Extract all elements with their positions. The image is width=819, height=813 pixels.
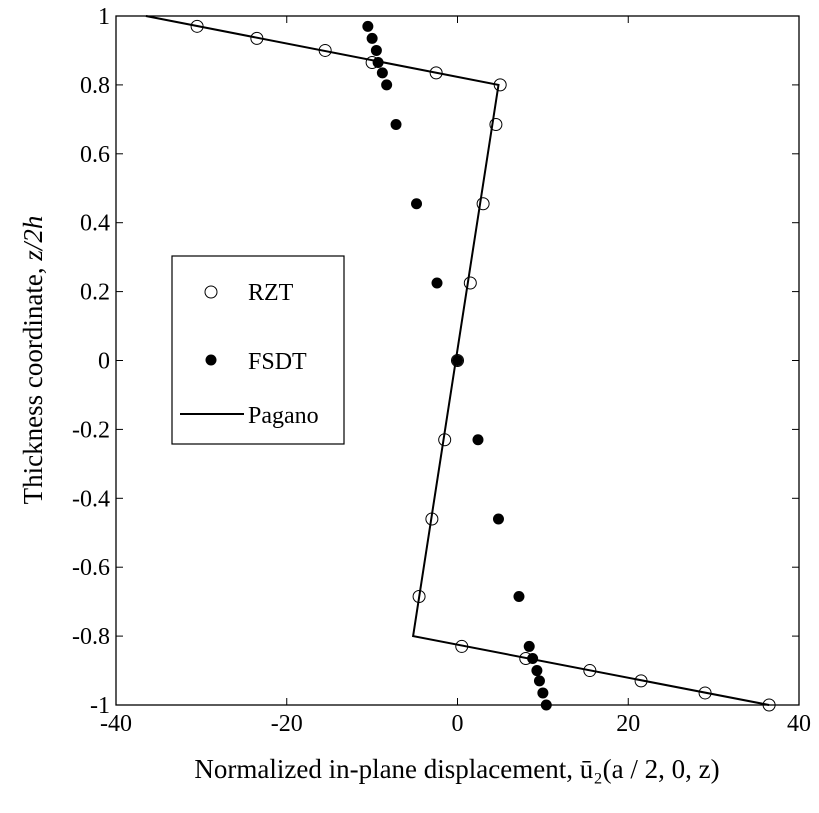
data-point-rzt bbox=[762, 698, 776, 712]
data-point-fsdt bbox=[523, 640, 535, 652]
x-axis-label: Normalized in-plane displacement, ū₂(a /… bbox=[194, 754, 719, 784]
y-axis-label-prefix: Thickness coordinate, bbox=[18, 261, 48, 505]
data-point-fsdt bbox=[390, 119, 402, 131]
y-tick-label: 1 bbox=[98, 4, 110, 30]
y-tick-label: 0.8 bbox=[80, 73, 110, 99]
y-tick-label: -1 bbox=[90, 693, 110, 719]
data-point-fsdt bbox=[376, 67, 388, 79]
data-point-rzt bbox=[634, 674, 648, 688]
data-point-rzt bbox=[476, 197, 490, 211]
x-tick-label: 20 bbox=[616, 711, 640, 737]
data-point-fsdt bbox=[411, 198, 423, 210]
data-point-rzt bbox=[438, 433, 452, 447]
data-point-fsdt bbox=[370, 44, 382, 56]
x-tick-label: 40 bbox=[787, 711, 811, 737]
data-point-rzt bbox=[318, 43, 332, 57]
data-point-rzt bbox=[583, 664, 597, 678]
data-point-fsdt bbox=[537, 687, 549, 699]
data-point-fsdt bbox=[372, 57, 384, 69]
data-point-fsdt bbox=[527, 652, 539, 664]
y-tick-label: 0.2 bbox=[80, 280, 110, 306]
data-point-fsdt bbox=[540, 699, 552, 711]
x-tick-label: -40 bbox=[100, 711, 132, 737]
data-point-fsdt bbox=[362, 20, 374, 32]
data-point-fsdt bbox=[381, 79, 393, 91]
data-point-rzt bbox=[698, 686, 712, 700]
data-point-rzt bbox=[190, 19, 204, 33]
x-tick-label: -20 bbox=[271, 711, 303, 737]
y-tick-label: 0.6 bbox=[80, 142, 110, 168]
legend-rzt-label: RZT bbox=[248, 280, 294, 306]
data-point-rzt bbox=[493, 78, 507, 92]
data-point-fsdt bbox=[366, 32, 378, 44]
data-point-fsdt bbox=[531, 665, 543, 677]
y-tick-label: -0.4 bbox=[72, 486, 110, 512]
data-point-fsdt bbox=[513, 590, 525, 602]
data-point-rzt bbox=[455, 639, 469, 653]
data-point-rzt bbox=[451, 354, 464, 367]
y-tick-label: -0.2 bbox=[72, 417, 110, 443]
y-tick-labels: -1 -0.8 -0.6 -0.4 -0.2 0 0.2 0.4 0.6 0.8 1 bbox=[72, 4, 110, 719]
data-point-fsdt bbox=[452, 355, 463, 366]
legend-box bbox=[171, 255, 345, 445]
y-tick-label: -0.6 bbox=[72, 555, 110, 581]
data-point-fsdt bbox=[431, 277, 443, 289]
data-point-rzt bbox=[250, 31, 264, 45]
data-point-rzt bbox=[412, 589, 426, 603]
legend-fsdt-label: FSDT bbox=[248, 349, 307, 375]
legend: RZT FSDT Pagano bbox=[171, 255, 345, 445]
y-tick-label: 0.4 bbox=[80, 211, 110, 237]
data-point-rzt bbox=[463, 276, 477, 290]
axis-ticks bbox=[115, 15, 800, 706]
legend-fsdt-marker bbox=[205, 354, 217, 366]
data-point-rzt bbox=[425, 512, 439, 526]
data-point-rzt bbox=[429, 66, 443, 80]
y-axis-label: Thickness coordinate, z/2h bbox=[18, 216, 48, 505]
x-tick-labels: -40 -20 0 20 40 bbox=[100, 711, 811, 737]
y-axis-label-variable: z/2h bbox=[18, 216, 48, 262]
y-tick-label: -0.8 bbox=[72, 624, 110, 650]
legend-rzt-marker bbox=[204, 285, 218, 299]
data-point-rzt bbox=[489, 118, 503, 132]
legend-pagano-label: Pagano bbox=[248, 403, 319, 429]
series-points bbox=[190, 19, 776, 712]
y-tick-label: 0 bbox=[98, 349, 110, 375]
data-point-fsdt bbox=[472, 434, 484, 446]
x-tick-label: 0 bbox=[452, 711, 464, 737]
data-point-fsdt bbox=[492, 513, 504, 525]
data-point-fsdt bbox=[533, 675, 545, 687]
